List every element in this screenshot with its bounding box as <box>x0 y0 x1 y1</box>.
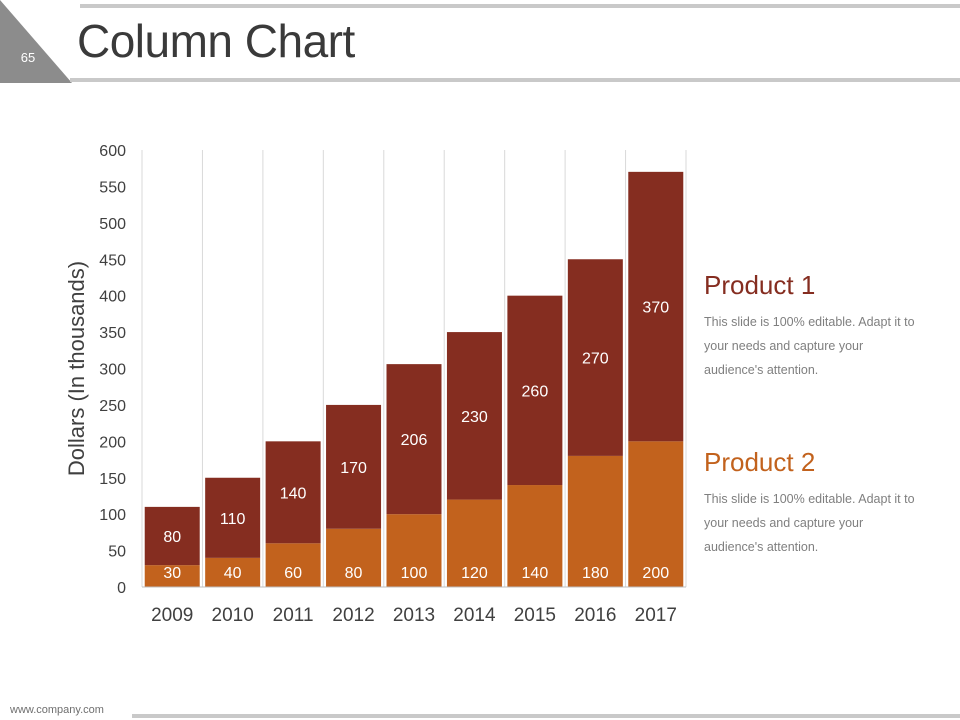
bar-product-2-2012 <box>326 528 382 587</box>
x-tick-label: 2015 <box>514 605 556 626</box>
data-label: 270 <box>582 351 609 368</box>
legend-description-product-2: This slide is 100% editable. Adapt it to… <box>704 492 915 554</box>
data-label: 40 <box>224 565 242 582</box>
data-label: 200 <box>642 565 669 582</box>
bar-product-2-2009 <box>144 565 200 587</box>
data-label: 370 <box>642 300 669 317</box>
data-label: 110 <box>220 511 246 528</box>
x-tick-label: 2014 <box>453 605 496 626</box>
y-tick-label: 200 <box>99 434 126 451</box>
data-label: 60 <box>284 565 302 582</box>
data-label: 30 <box>163 565 181 582</box>
data-label: 206 <box>401 432 428 449</box>
legend-title-product-1: Product 1 <box>704 270 816 300</box>
x-tick-label: 2011 <box>273 605 314 626</box>
y-tick-label: 400 <box>99 289 126 306</box>
bar-product-1-2015 <box>507 295 563 486</box>
y-tick-label: 50 <box>108 544 126 561</box>
y-tick-label: 600 <box>99 143 126 160</box>
page-number-tab <box>0 0 72 83</box>
x-tick-label: 2012 <box>332 605 374 626</box>
data-label: 100 <box>401 565 428 582</box>
x-tick-label: 2013 <box>393 605 435 626</box>
data-label: 170 <box>340 460 367 477</box>
data-label: 260 <box>522 383 549 400</box>
y-axis-title: Dollars (In thousands) <box>64 261 89 476</box>
data-label: 230 <box>461 409 488 426</box>
data-label: 80 <box>345 565 363 582</box>
bar-product-1-2010 <box>205 477 261 558</box>
page-number: 65 <box>20 50 36 65</box>
bar-product-1-2009 <box>144 506 200 566</box>
x-tick-label: 2009 <box>151 605 193 626</box>
bar-product-2-2011 <box>265 543 321 587</box>
data-label: 120 <box>461 565 488 582</box>
data-label: 140 <box>522 565 549 582</box>
legend-description-product-1: This slide is 100% editable. Adapt it to… <box>704 315 915 377</box>
y-tick-label: 350 <box>99 325 126 342</box>
data-label: 80 <box>163 529 181 546</box>
bar-product-2-2015 <box>507 485 563 587</box>
bar-product-1-2013 <box>386 364 442 515</box>
x-tick-label: 2010 <box>212 605 254 626</box>
y-tick-label: 300 <box>99 362 126 379</box>
x-tick-label: 2017 <box>635 605 677 626</box>
bar-product-1-2017 <box>628 171 684 442</box>
y-tick-label: 550 <box>99 179 126 196</box>
title-underline <box>70 78 960 82</box>
bottom-divider <box>132 714 960 718</box>
data-label: 180 <box>582 565 609 582</box>
y-tick-label: 150 <box>99 471 126 488</box>
bar-product-2-2013 <box>386 514 442 587</box>
bar-product-2-2016 <box>567 455 623 587</box>
bar-product-2-2010 <box>205 557 261 587</box>
y-tick-label: 500 <box>99 216 126 233</box>
bar-product-1-2011 <box>265 441 321 544</box>
legend-title-product-2: Product 2 <box>704 447 816 477</box>
bar-product-1-2014 <box>446 332 502 500</box>
bar-product-2-2017 <box>628 441 684 587</box>
y-tick-label: 450 <box>99 252 126 269</box>
bar-product-2-2014 <box>446 499 502 587</box>
footer-url: www.company.com <box>10 704 104 716</box>
legend-product-1: Product 1 This slide is 100% editable. A… <box>704 270 924 382</box>
x-tick-label: 2016 <box>574 605 616 626</box>
bar-product-1-2012 <box>326 404 382 529</box>
top-divider <box>80 4 960 8</box>
y-tick-label: 0 <box>117 580 126 597</box>
page-title: Column Chart <box>77 15 355 67</box>
legend-product-2: Product 2 This slide is 100% editable. A… <box>704 447 924 559</box>
data-label: 140 <box>280 485 307 502</box>
bar-product-1-2016 <box>567 259 623 456</box>
y-tick-label: 250 <box>99 398 126 415</box>
y-tick-label: 100 <box>99 507 126 524</box>
